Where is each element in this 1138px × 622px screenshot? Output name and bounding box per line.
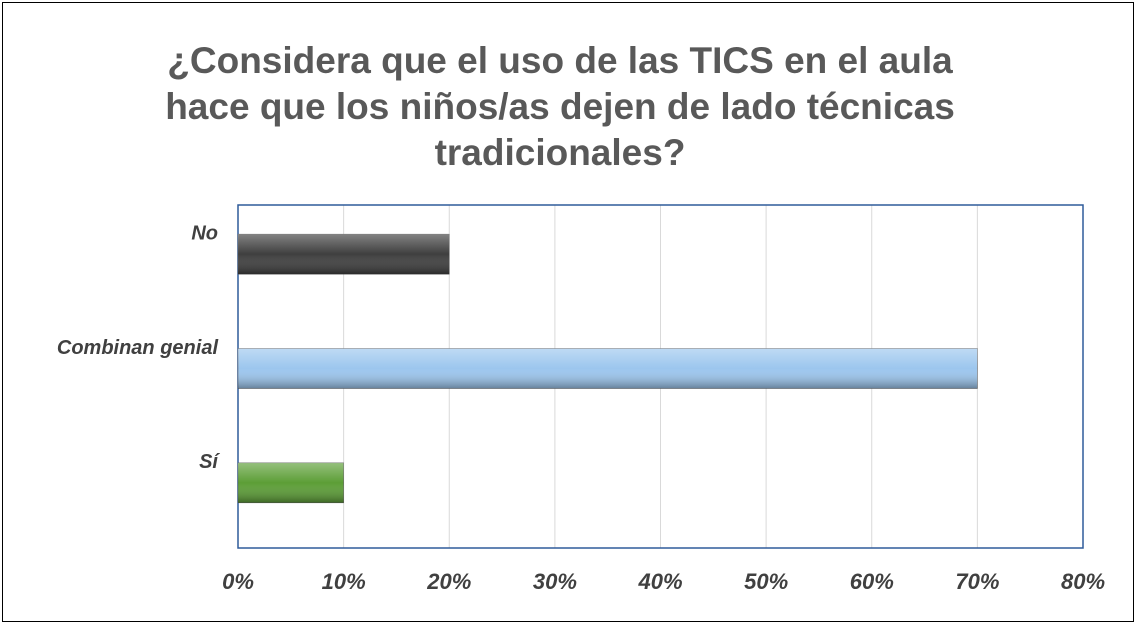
chart-title: ¿Considera que el uso de las TICS en el … bbox=[165, 40, 955, 173]
x-tick-label: 50% bbox=[744, 569, 788, 594]
y-tick-label: No bbox=[191, 222, 218, 244]
x-tick-label: 20% bbox=[426, 569, 471, 594]
y-tick-label: Sí bbox=[199, 451, 220, 473]
x-tick-label: 10% bbox=[322, 569, 366, 594]
bar-shade bbox=[238, 234, 450, 275]
x-tick-label: 30% bbox=[533, 569, 577, 594]
x-tick-label: 80% bbox=[1061, 569, 1105, 594]
x-tick-label: 0% bbox=[222, 569, 254, 594]
chart: 0% 10% 20% 30% 40% 50% 60% 70% 80% No Combinan gen… bbox=[57, 204, 1105, 594]
x-tick-label: 70% bbox=[955, 569, 999, 594]
x-tick-label: 40% bbox=[637, 569, 682, 594]
x-tick-label: 60% bbox=[850, 569, 894, 594]
bar-shade bbox=[238, 348, 978, 389]
y-tick-label: Combinan genial bbox=[57, 337, 219, 359]
bar-shade bbox=[238, 462, 344, 503]
